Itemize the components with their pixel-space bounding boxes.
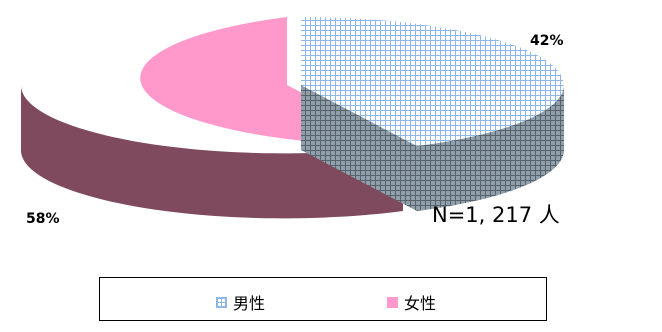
data-label-female: 58% bbox=[26, 211, 60, 227]
slice-side-male bbox=[417, 85, 564, 211]
legend-label-male: 男性 bbox=[233, 294, 266, 313]
slice-male bbox=[301, 17, 564, 146]
slice-side-female bbox=[20, 85, 403, 219]
slice-cut-male bbox=[301, 85, 417, 211]
legend-label-female: 女性 bbox=[404, 294, 437, 313]
sample-size-annotation: N=1, 217 人 bbox=[432, 203, 560, 227]
legend-swatch-male bbox=[216, 296, 227, 308]
legend-item-female: 女性 bbox=[387, 290, 436, 314]
legend-swatch-female bbox=[387, 296, 398, 308]
data-label-male: 42% bbox=[530, 33, 564, 49]
legend-item-male: 男性 bbox=[216, 290, 265, 314]
legend: 男性 女性 bbox=[99, 277, 547, 321]
